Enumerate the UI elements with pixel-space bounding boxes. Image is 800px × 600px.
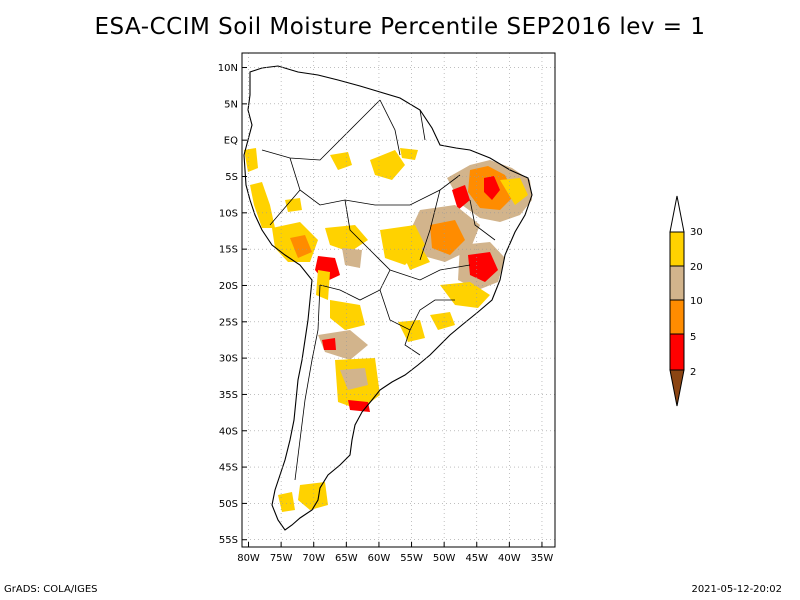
legend-swatch-below-2 bbox=[669, 369, 685, 407]
lon-tick-label: 60W bbox=[368, 553, 391, 564]
legend-swatch-above-30 bbox=[669, 195, 685, 233]
lon-tick-label: 40W bbox=[498, 553, 521, 564]
lon-tick-label: 50W bbox=[433, 553, 456, 564]
latitude-axis: 10N 5N EQ 5S 10S 15S 20S 25S 30S 35S 40S 45S 50S 55S bbox=[218, 63, 247, 546]
color-legend: 30 20 10 5 2 bbox=[669, 195, 703, 407]
south-america-coastline bbox=[243, 65, 533, 531]
legend-swatch-5-10 bbox=[669, 299, 685, 335]
legend-label-10: 10 bbox=[690, 296, 703, 307]
lon-tick-label: 75W bbox=[270, 553, 293, 564]
legend-label-30: 30 bbox=[690, 227, 703, 238]
map-title: ESA-CCIM Soil Moisture Percentile SEP201… bbox=[94, 14, 706, 40]
legend-swatch-10-20 bbox=[669, 265, 685, 301]
lat-tick-label: 40S bbox=[219, 426, 238, 437]
lon-tick-label: 70W bbox=[302, 553, 325, 564]
legend-swatch-20-30 bbox=[669, 231, 685, 267]
lat-tick-label: 55S bbox=[219, 535, 238, 546]
lat-tick-label: 5S bbox=[225, 172, 238, 183]
lat-tick-label: 35S bbox=[219, 390, 238, 401]
lon-tick-label: 35W bbox=[531, 553, 554, 564]
lat-tick-label: 5N bbox=[224, 99, 238, 110]
graticule bbox=[242, 53, 555, 547]
longitude-axis: 80W 75W 70W 65W 60W 55W 50W 45W 40W 35W bbox=[237, 542, 553, 564]
lon-tick-label: 55W bbox=[400, 553, 423, 564]
legend-label-5: 5 bbox=[690, 332, 696, 343]
lon-tick-label: 45W bbox=[465, 553, 488, 564]
lat-tick-label: 50S bbox=[219, 499, 238, 510]
timestamp: 2021-05-12-20:02 bbox=[691, 584, 782, 595]
lat-tick-label: 20S bbox=[219, 281, 238, 292]
lat-tick-label: 10S bbox=[219, 208, 238, 219]
legend-label-20: 20 bbox=[690, 262, 703, 273]
legend-swatch-2-5 bbox=[669, 333, 685, 371]
country-borders bbox=[261, 99, 496, 481]
grads-credit: GrADS: COLA/IGES bbox=[4, 584, 98, 595]
lat-tick-label: 25S bbox=[219, 317, 238, 328]
lon-tick-label: 80W bbox=[237, 553, 260, 564]
map-area bbox=[241, 52, 556, 548]
lat-tick-label: EQ bbox=[224, 136, 238, 147]
lon-tick-label: 65W bbox=[335, 553, 358, 564]
legend-label-2: 2 bbox=[690, 367, 696, 378]
lat-tick-label: 10N bbox=[218, 63, 238, 74]
lat-tick-label: 45S bbox=[219, 463, 238, 474]
lat-tick-label: 15S bbox=[219, 245, 238, 256]
lat-tick-label: 30S bbox=[219, 354, 238, 365]
